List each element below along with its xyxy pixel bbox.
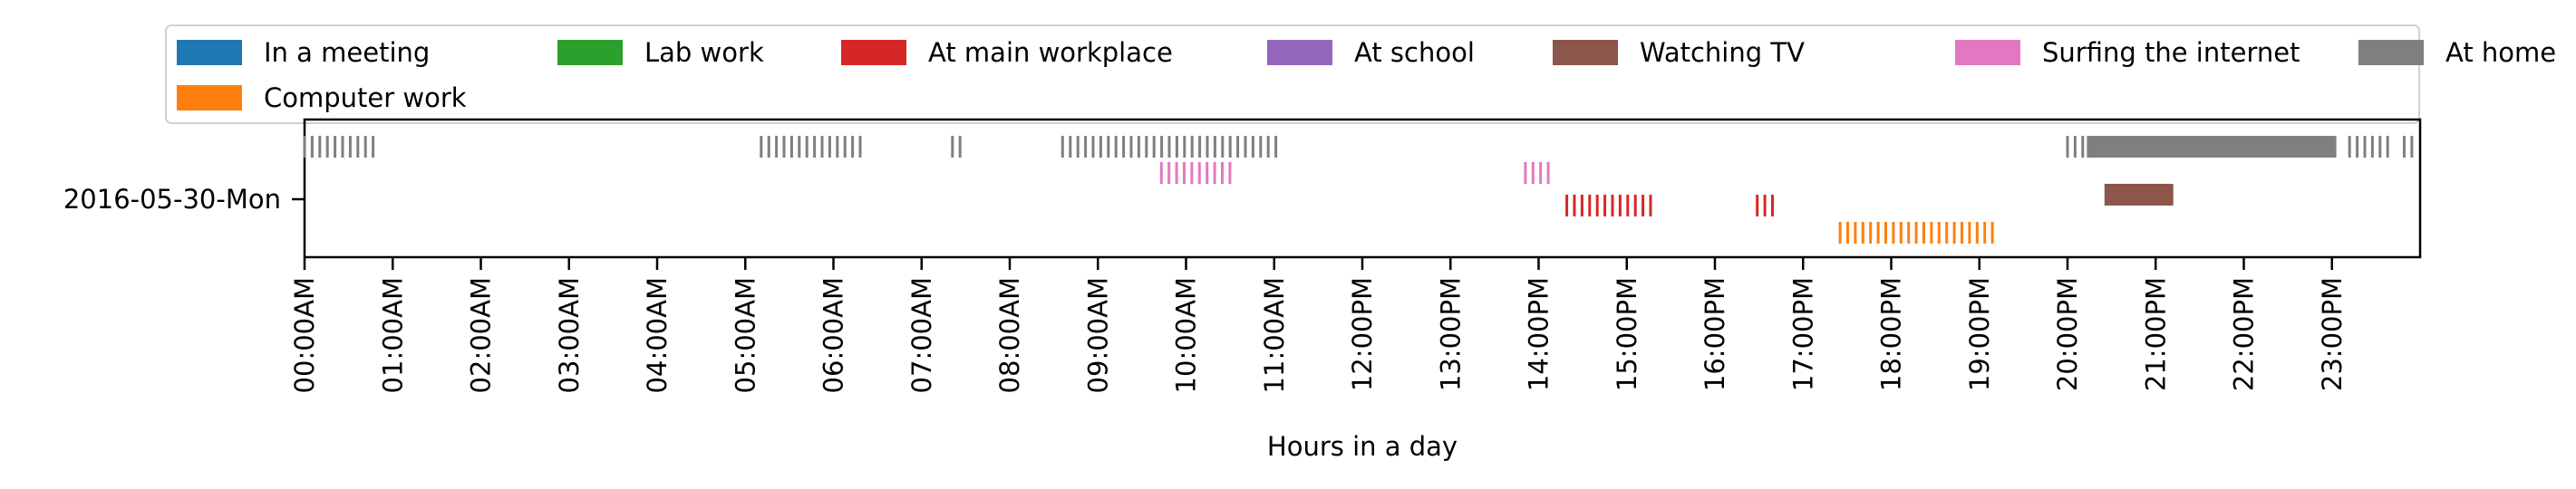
activity-bar (2104, 184, 2174, 206)
x-tick-label: 02:00AM (466, 277, 497, 393)
legend-swatch (1267, 40, 1332, 65)
x-tick-label: 16:00PM (1700, 277, 1730, 391)
x-tick-label: 04:00AM (642, 277, 673, 393)
legend-label: At school (1354, 37, 1475, 68)
x-tick-label: 03:00AM (554, 277, 585, 393)
x-tick-label: 09:00AM (1082, 277, 1113, 393)
x-axis: 00:00AM 01:00AM 02:00AM 03:00AM 04:00AM 05:00… (289, 197, 2348, 393)
x-tick-label: 20:00PM (2052, 277, 2083, 391)
activity-ticks (951, 136, 962, 158)
y-tick-label: 2016-05-30-Mon (63, 184, 281, 215)
legend-swatch (1955, 40, 2020, 65)
legend-label: Watching TV (1640, 37, 1805, 68)
x-tick-label: 11:00AM (1259, 277, 1290, 393)
x-tick-label: 13:00PM (1435, 277, 1466, 391)
x-tick-label: 06:00AM (818, 277, 849, 393)
activity-ticks (1565, 195, 1652, 216)
activity-ticks (1524, 162, 1550, 184)
legend-swatch (557, 40, 623, 65)
legend-label: In a meeting (264, 37, 430, 68)
x-tick-label: 10:00AM (1171, 277, 1202, 393)
x-axis-label: Hours in a day (1267, 431, 1457, 462)
activity-ticks (760, 136, 862, 158)
legend-swatch (2358, 40, 2424, 65)
legend-frame (165, 24, 2420, 124)
activity-ticks (1060, 136, 1278, 158)
x-tick-label: 14:00PM (1524, 277, 1554, 391)
activity-ticks (2066, 136, 2085, 158)
legend-swatch (177, 85, 242, 110)
x-tick-label: 17:00PM (1787, 277, 1818, 391)
x-tick-label: 00:00AM (289, 277, 320, 393)
activity-bar (2087, 136, 2337, 158)
x-tick-label: 01:00AM (377, 277, 408, 393)
activity-ticks (2348, 136, 2389, 158)
activity-ticks (1756, 195, 1774, 216)
x-tick-label: 21:00PM (2140, 277, 2171, 391)
legend-swatch (841, 40, 906, 65)
x-tick-label: 23:00PM (2317, 277, 2348, 391)
activity-ticks (1159, 162, 1232, 184)
activity-ticks (303, 136, 375, 158)
legend-label: At main workplace (928, 37, 1173, 68)
legend-label: Surfing the internet (2042, 37, 2300, 68)
x-tick-label: 18:00PM (1876, 277, 1907, 391)
x-tick-label: 07:00AM (906, 277, 937, 393)
activity-ticks (1838, 222, 1994, 244)
legend-swatch (177, 40, 242, 65)
activity-ticks (2403, 136, 2414, 158)
x-tick-label: 19:00PM (1964, 277, 1995, 391)
legend-label: Lab work (644, 37, 764, 68)
x-tick-label: 12:00PM (1347, 277, 1378, 391)
data-marks (303, 136, 2414, 244)
legend-label: Computer work (264, 82, 467, 113)
legend-label: At home (2445, 37, 2556, 68)
legend-swatch (1553, 40, 1618, 65)
x-tick-label: 05:00AM (730, 277, 760, 393)
x-tick-label: 22:00PM (2229, 277, 2260, 391)
x-tick-label: 15:00PM (1612, 277, 1642, 391)
legend: In a meeting Lab work At main workplace At … (165, 24, 2556, 124)
x-tick-label: 08:00AM (994, 277, 1025, 393)
